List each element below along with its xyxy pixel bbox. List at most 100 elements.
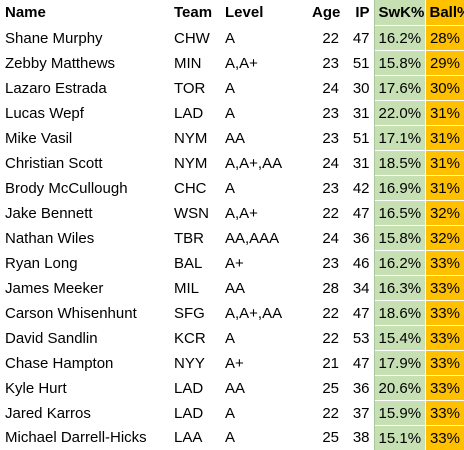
cell-ball: 31% [425, 101, 464, 126]
cell-level: A [221, 426, 308, 450]
cell-team: KCR [170, 326, 221, 351]
cell-name: Christian Scott [0, 151, 170, 176]
cell-name: Shane Murphy [0, 26, 170, 51]
cell-ip: 34 [343, 276, 374, 301]
cell-swk: 15.9% [374, 401, 425, 426]
cell-name: Ryan Long [0, 251, 170, 276]
cell-ip: 46 [343, 251, 374, 276]
cell-team: NYM [170, 126, 221, 151]
cell-ip: 37 [343, 401, 374, 426]
cell-swk: 17.6% [374, 76, 425, 101]
cell-age: 23 [308, 101, 343, 126]
cell-ip: 42 [343, 176, 374, 201]
cell-age: 24 [308, 76, 343, 101]
header-ball: Ball% [425, 0, 464, 26]
header-row: Name Team Level Age IP SwK% Ball% [0, 0, 464, 26]
cell-name: Mike Vasil [0, 126, 170, 151]
cell-name: James Meeker [0, 276, 170, 301]
cell-age: 24 [308, 151, 343, 176]
cell-swk: 18.5% [374, 151, 425, 176]
cell-name: Zebby Matthews [0, 51, 170, 76]
cell-ball: 33% [425, 301, 464, 326]
cell-swk: 15.8% [374, 51, 425, 76]
cell-ip: 31 [343, 151, 374, 176]
cell-ip: 53 [343, 326, 374, 351]
cell-team: TOR [170, 76, 221, 101]
cell-age: 23 [308, 126, 343, 151]
cell-ip: 30 [343, 76, 374, 101]
cell-ip: 36 [343, 226, 374, 251]
cell-name: Lucas Wepf [0, 101, 170, 126]
cell-level: A [221, 401, 308, 426]
cell-age: 22 [308, 301, 343, 326]
cell-level: AA,AAA [221, 226, 308, 251]
cell-age: 22 [308, 401, 343, 426]
cell-swk: 16.9% [374, 176, 425, 201]
cell-ip: 38 [343, 426, 374, 450]
cell-ip: 31 [343, 101, 374, 126]
cell-swk: 15.8% [374, 226, 425, 251]
cell-team: MIN [170, 51, 221, 76]
cell-swk: 16.3% [374, 276, 425, 301]
cell-swk: 16.5% [374, 201, 425, 226]
cell-ip: 51 [343, 126, 374, 151]
cell-team: BAL [170, 251, 221, 276]
cell-level: A,A+ [221, 51, 308, 76]
cell-ball: 31% [425, 126, 464, 151]
cell-name: Carson Whisenhunt [0, 301, 170, 326]
cell-name: Jared Karros [0, 401, 170, 426]
cell-swk: 20.6% [374, 376, 425, 401]
cell-team: LAD [170, 401, 221, 426]
cell-team: NYY [170, 351, 221, 376]
cell-level: A [221, 76, 308, 101]
header-team: Team [170, 0, 221, 26]
cell-ball: 33% [425, 401, 464, 426]
cell-ip: 47 [343, 201, 374, 226]
cell-ball: 33% [425, 251, 464, 276]
cell-team: LAD [170, 101, 221, 126]
cell-age: 23 [308, 251, 343, 276]
header-swk: SwK% [374, 0, 425, 26]
cell-name: David Sandlin [0, 326, 170, 351]
cell-ball: 31% [425, 151, 464, 176]
cell-ball: 33% [425, 276, 464, 301]
cell-team: MIL [170, 276, 221, 301]
header-name: Name [0, 0, 170, 26]
cell-name: Nathan Wiles [0, 226, 170, 251]
cell-name: Jake Bennett [0, 201, 170, 226]
cell-age: 23 [308, 176, 343, 201]
cell-swk: 22.0% [374, 101, 425, 126]
cell-swk: 16.2% [374, 26, 425, 51]
cell-name: Brody McCullough [0, 176, 170, 201]
cell-age: 24 [308, 226, 343, 251]
cell-age: 22 [308, 26, 343, 51]
cell-level: A [221, 176, 308, 201]
cell-name: Michael Darrell-Hicks [0, 426, 170, 450]
cell-ball: 33% [425, 426, 464, 450]
cell-level: A,A+ [221, 201, 308, 226]
cell-team: WSN [170, 201, 221, 226]
cell-ball: 31% [425, 176, 464, 201]
cell-age: 25 [308, 376, 343, 401]
cell-team: TBR [170, 226, 221, 251]
cell-level: A [221, 26, 308, 51]
cell-swk: 15.4% [374, 326, 425, 351]
cell-age: 25 [308, 426, 343, 450]
cell-level: A,A+,AA [221, 151, 308, 176]
cell-level: A [221, 101, 308, 126]
cell-ip: 51 [343, 51, 374, 76]
cell-name: Chase Hampton [0, 351, 170, 376]
